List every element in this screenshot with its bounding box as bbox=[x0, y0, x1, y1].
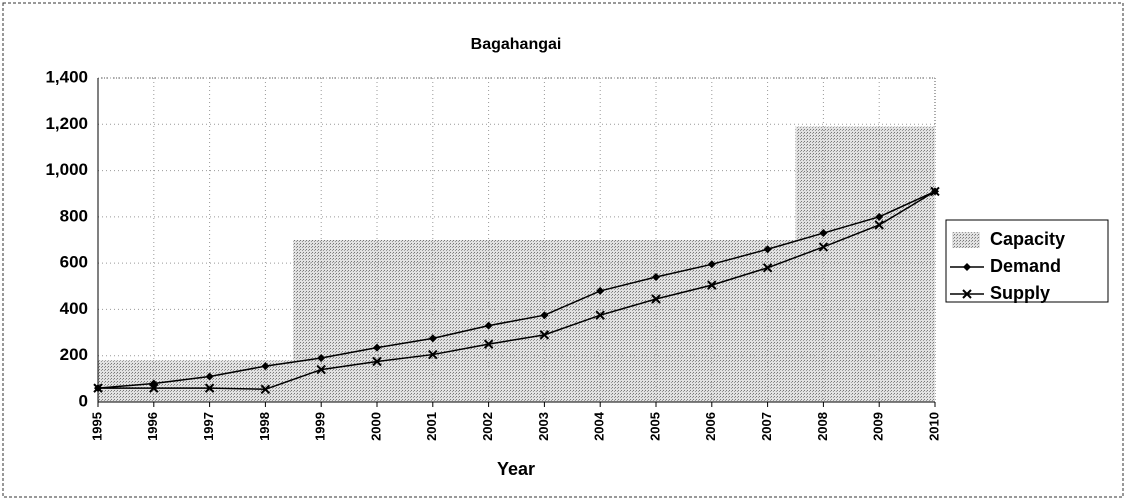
supply-marker bbox=[204, 383, 215, 393]
legend-label: Supply bbox=[990, 283, 1050, 303]
demand-marker bbox=[317, 354, 326, 363]
demand-marker bbox=[652, 273, 660, 282]
x-tick-label: 2002 bbox=[480, 412, 495, 441]
chart-title: Bagahangai bbox=[471, 36, 562, 53]
supply-marker bbox=[962, 289, 972, 299]
demand-marker bbox=[707, 260, 716, 269]
capacity-bar bbox=[851, 126, 908, 402]
demand-marker bbox=[963, 263, 971, 271]
demand-marker bbox=[763, 245, 772, 254]
capacity-bar bbox=[293, 240, 350, 402]
supply-marker bbox=[260, 384, 271, 394]
x-tick-label: 2001 bbox=[424, 412, 439, 441]
supply-marker bbox=[316, 364, 326, 375]
supply-marker bbox=[762, 263, 773, 273]
demand-marker bbox=[875, 212, 884, 221]
capacity-bar bbox=[404, 240, 461, 402]
legend-swatch bbox=[952, 232, 980, 248]
supply-marker bbox=[707, 280, 717, 290]
supply-marker bbox=[874, 220, 884, 230]
x-tick-label: 1999 bbox=[313, 412, 328, 441]
x-tick-label: 2009 bbox=[871, 412, 886, 441]
demand-marker bbox=[540, 311, 549, 320]
demand-marker bbox=[428, 334, 437, 343]
capacity-bar bbox=[628, 240, 684, 402]
demand-marker bbox=[373, 343, 381, 352]
x-tick-label: 2003 bbox=[536, 412, 551, 441]
supply-marker bbox=[428, 349, 438, 360]
supply-marker bbox=[372, 356, 382, 367]
y-tick-label: 0 bbox=[79, 391, 88, 410]
supply-marker bbox=[651, 294, 661, 304]
supply-marker bbox=[149, 383, 159, 393]
demand-marker bbox=[261, 362, 270, 371]
y-tick-label: 600 bbox=[60, 253, 88, 272]
capacity-bar bbox=[795, 126, 852, 402]
y-tick-label: 200 bbox=[60, 345, 88, 364]
y-tick-label: 1,200 bbox=[45, 114, 88, 133]
legend-label: Capacity bbox=[990, 229, 1065, 249]
series-line bbox=[98, 190, 936, 391]
capacity-bar bbox=[572, 240, 629, 402]
demand-marker bbox=[819, 229, 828, 238]
supply-marker bbox=[539, 330, 550, 340]
capacity-group bbox=[98, 126, 935, 402]
capacity-bar bbox=[516, 240, 573, 402]
legend-label: Demand bbox=[990, 256, 1061, 276]
x-tick-label: 1996 bbox=[145, 412, 160, 441]
demand-marker bbox=[596, 286, 605, 295]
x-axis-label: Year bbox=[497, 459, 535, 479]
supply-marker bbox=[93, 383, 103, 393]
x-tick-label: 1997 bbox=[201, 412, 216, 441]
series-line bbox=[97, 190, 936, 389]
supply-marker bbox=[483, 339, 494, 349]
x-tick-label: 1998 bbox=[257, 412, 272, 441]
x-tick-label: 2008 bbox=[815, 412, 830, 441]
x-tick-label: 2000 bbox=[368, 412, 383, 441]
y-tick-label: 1,400 bbox=[45, 67, 88, 86]
demand-marker bbox=[205, 372, 214, 381]
supply-marker bbox=[930, 186, 940, 197]
supply-marker bbox=[595, 310, 605, 320]
capacity-bar bbox=[460, 240, 517, 402]
supply-marker bbox=[818, 242, 829, 252]
y-tick-label: 800 bbox=[60, 206, 88, 225]
x-tick-label: 2005 bbox=[647, 412, 662, 441]
demand-marker bbox=[484, 321, 493, 330]
x-tick-label: 2004 bbox=[592, 411, 607, 441]
capacity-bar bbox=[98, 360, 126, 402]
y-tick-label: 400 bbox=[60, 299, 88, 318]
x-tick-label: 2007 bbox=[759, 412, 774, 441]
x-tick-label: 2010 bbox=[926, 412, 941, 441]
x-tick-label: 1995 bbox=[89, 412, 104, 441]
capacity-bar bbox=[181, 360, 238, 402]
capacity-bar bbox=[739, 240, 796, 402]
x-tick-label: 2006 bbox=[703, 412, 718, 441]
y-tick-label: 1,000 bbox=[45, 160, 88, 179]
chart-border bbox=[2, 2, 1124, 498]
capacity-bar bbox=[349, 240, 405, 402]
